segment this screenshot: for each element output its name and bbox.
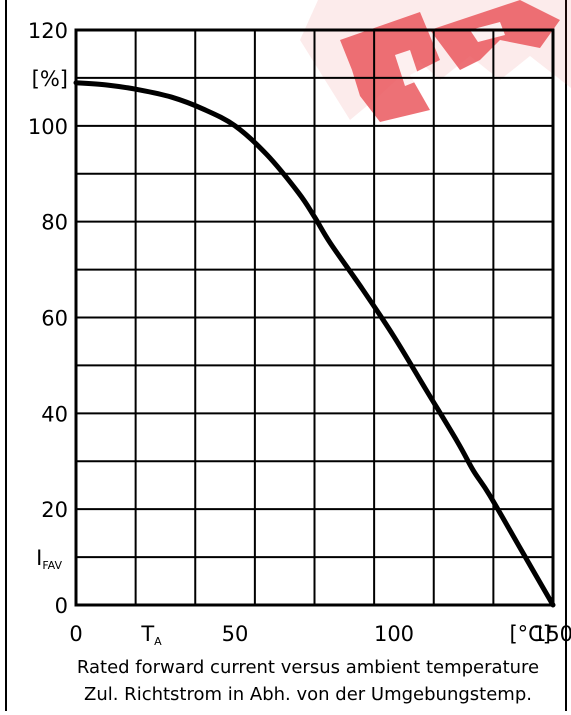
plot-frame	[74, 28, 555, 607]
logo-watermark	[300, 0, 571, 122]
x-tick-label: 0	[69, 622, 82, 646]
x-axis-symbol: TA	[140, 622, 162, 648]
y-tick-label: 20	[41, 498, 68, 522]
x-tick-label: 50	[222, 622, 249, 646]
curve-layer	[73, 80, 556, 608]
y-tick-label: 80	[41, 211, 68, 235]
x-tick-label: 150	[533, 622, 571, 646]
series-line	[73, 80, 556, 608]
x-tick-label: 100	[374, 622, 414, 646]
caption-english: Rated forward current versus ambient tem…	[77, 657, 539, 678]
y-tick-label: 120	[28, 19, 68, 43]
y-tick-label: 0	[55, 594, 68, 618]
y-tick-label: 40	[41, 402, 68, 426]
tick-label-layer: 0 20 40 60 80 100 120 [%] IFAV 0 50 100 150 TA [°C]	[28, 19, 571, 648]
x-unit-label: [°C]	[509, 622, 551, 646]
caption-german: Zul. Richtstrom in Abh. von der Umgebung…	[84, 684, 532, 705]
y-unit-label: [%]	[32, 67, 68, 91]
grid-layer	[74, 28, 555, 607]
y-axis-symbol: IFAV	[36, 546, 62, 572]
y-tick-label: 100	[28, 115, 68, 139]
y-tick-label: 60	[41, 307, 68, 331]
